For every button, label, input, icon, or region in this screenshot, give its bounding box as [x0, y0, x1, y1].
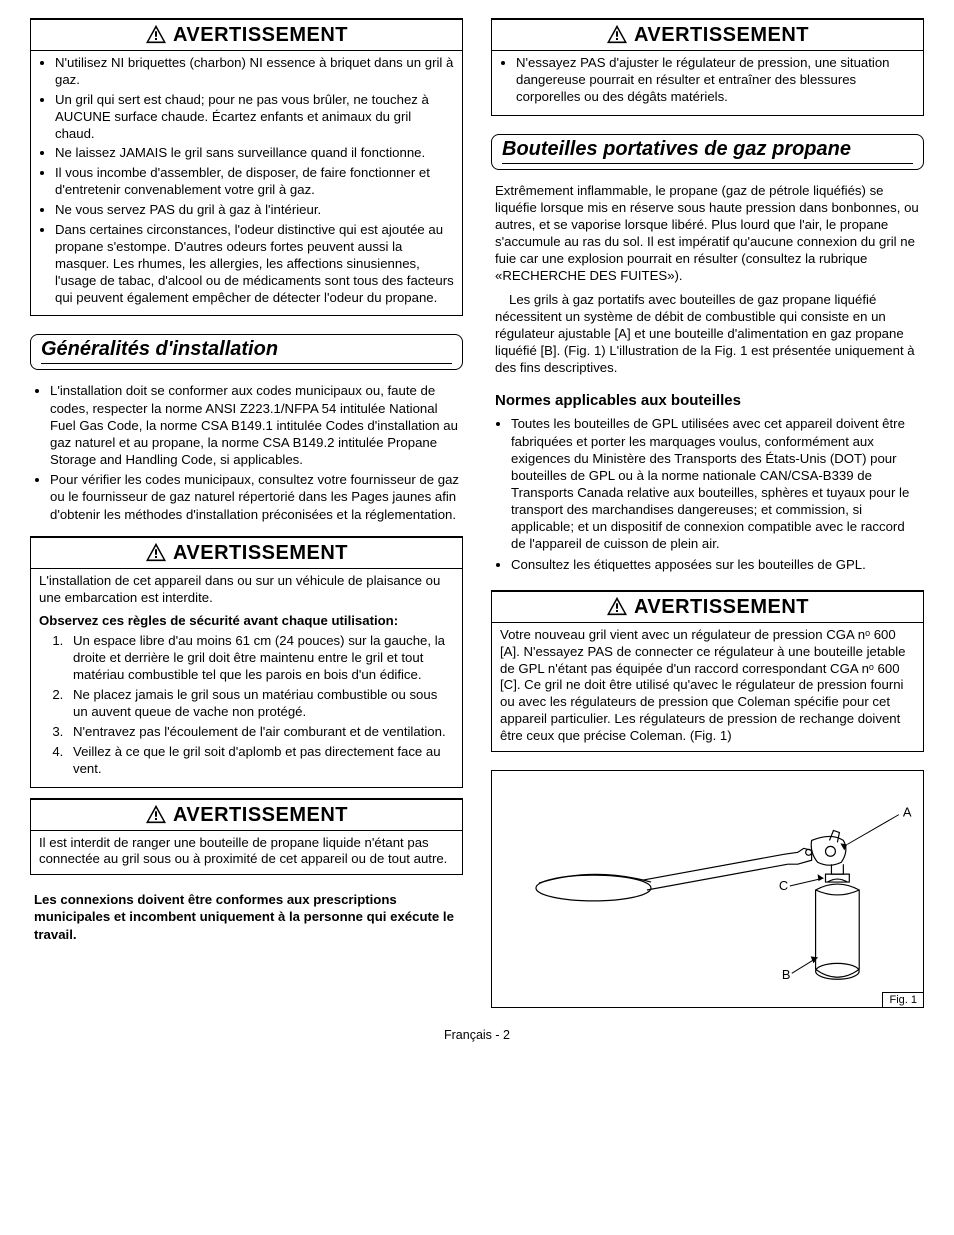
figure-label-a: A: [903, 805, 912, 820]
figure-1: A C B Fig. 1: [491, 770, 924, 1008]
section-title: Bouteilles portatives de gaz propane: [502, 138, 913, 164]
warning-heading: AVERTISSEMENT: [492, 19, 923, 50]
figure-label-b: B: [782, 967, 791, 982]
list-item: Ne laissez JAMAIS le gril sans surveilla…: [55, 145, 454, 162]
closing-paragraph: Les connexions doivent être conformes au…: [30, 885, 463, 942]
warning-body: Votre nouveau gril vient avec un régulat…: [492, 622, 923, 751]
warning-body: Il est interdit de ranger une bouteille …: [31, 830, 462, 875]
page: AVERTISSEMENT N'utilisez NI briquettes (…: [0, 0, 954, 1028]
list-item: Il vous incombe d'assembler, de disposer…: [55, 165, 454, 199]
list-item: Pour vérifier les codes municipaux, cons…: [50, 471, 459, 522]
warning-icon: [145, 24, 167, 44]
warning-heading: AVERTISSEMENT: [492, 591, 923, 622]
list-item: Ne placez jamais le gril sous un matéria…: [67, 687, 454, 721]
warning-body: L'installation de cet appareil dans ou s…: [31, 568, 462, 787]
section-title: Généralités d'installation: [41, 338, 452, 364]
paragraph: Extrêmement inflammable, le propane (gaz…: [495, 182, 920, 285]
section-title-box: Bouteilles portatives de gaz propane: [491, 134, 924, 170]
warning-box-3: AVERTISSEMENT Il est interdit de ranger …: [30, 798, 463, 876]
subsection-body: Toutes les bouteilles de GPL utilisées a…: [491, 415, 924, 575]
warning-box-4: AVERTISSEMENT N'essayez PAS d'ajuster le…: [491, 18, 924, 116]
list-item: Veillez à ce que le gril soit d'aplomb e…: [67, 744, 454, 778]
warning-box-2: AVERTISSEMENT L'installation de cet appa…: [30, 536, 463, 788]
list-item: Un gril qui sert est chaud; pour ne pas …: [55, 92, 454, 143]
right-column: AVERTISSEMENT N'essayez PAS d'ajuster le…: [491, 18, 924, 1008]
warning-subhead: Observez ces règles de sécurité avant ch…: [39, 613, 454, 630]
warning-icon: [145, 542, 167, 562]
list-item: N'entravez pas l'écoulement de l'air com…: [67, 724, 454, 741]
list-item: Dans certaines circonstances, l'odeur di…: [55, 222, 454, 306]
list-item: L'installation doit se conformer aux cod…: [50, 382, 459, 468]
figure-label-c: C: [779, 878, 788, 893]
subsection-heading: Normes applicables aux bouteilles: [495, 392, 920, 409]
warning-label: AVERTISSEMENT: [173, 24, 348, 46]
warning-label: AVERTISSEMENT: [173, 804, 348, 826]
list-item: N'utilisez NI briquettes (charbon) NI es…: [55, 55, 454, 89]
warning-label: AVERTISSEMENT: [173, 542, 348, 564]
list-item: Ne vous servez PAS du gril à gaz à l'int…: [55, 202, 454, 219]
list-item: Toutes les bouteilles de GPL utilisées a…: [511, 415, 920, 552]
section-title-box: Généralités d'installation: [30, 334, 463, 370]
warning-heading: AVERTISSEMENT: [31, 537, 462, 568]
page-footer: Français - 2: [0, 1028, 954, 1058]
warning-box-5: AVERTISSEMENT Votre nouveau gril vient a…: [491, 590, 924, 752]
paragraph: Les grils à gaz portatifs avec bouteille…: [495, 291, 920, 377]
list-item: N'essayez PAS d'ajuster le régulateur de…: [516, 55, 915, 106]
warning-label: AVERTISSEMENT: [634, 596, 809, 618]
warning-heading: AVERTISSEMENT: [31, 19, 462, 50]
list-item: Un espace libre d'au moins 61 cm (24 pou…: [67, 633, 454, 684]
warning-body: N'essayez PAS d'ajuster le régulateur de…: [492, 50, 923, 115]
warning-box-1: AVERTISSEMENT N'utilisez NI briquettes (…: [30, 18, 463, 316]
warning-icon: [145, 804, 167, 824]
warning-label: AVERTISSEMENT: [634, 24, 809, 46]
section-body: Extrêmement inflammable, le propane (gaz…: [491, 182, 924, 383]
warning-heading: AVERTISSEMENT: [31, 799, 462, 830]
warning-icon: [606, 24, 628, 44]
figure-svg: A C B: [492, 771, 923, 1007]
warning-intro: L'installation de cet appareil dans ou s…: [39, 573, 454, 607]
warning-body: N'utilisez NI briquettes (charbon) NI es…: [31, 50, 462, 315]
left-column: AVERTISSEMENT N'utilisez NI briquettes (…: [30, 18, 463, 1008]
list-item: Consultez les étiquettes apposées sur le…: [511, 556, 920, 573]
figure-caption: Fig. 1: [882, 992, 923, 1007]
section-body: L'installation doit se conformer aux cod…: [30, 382, 463, 525]
warning-icon: [606, 596, 628, 616]
